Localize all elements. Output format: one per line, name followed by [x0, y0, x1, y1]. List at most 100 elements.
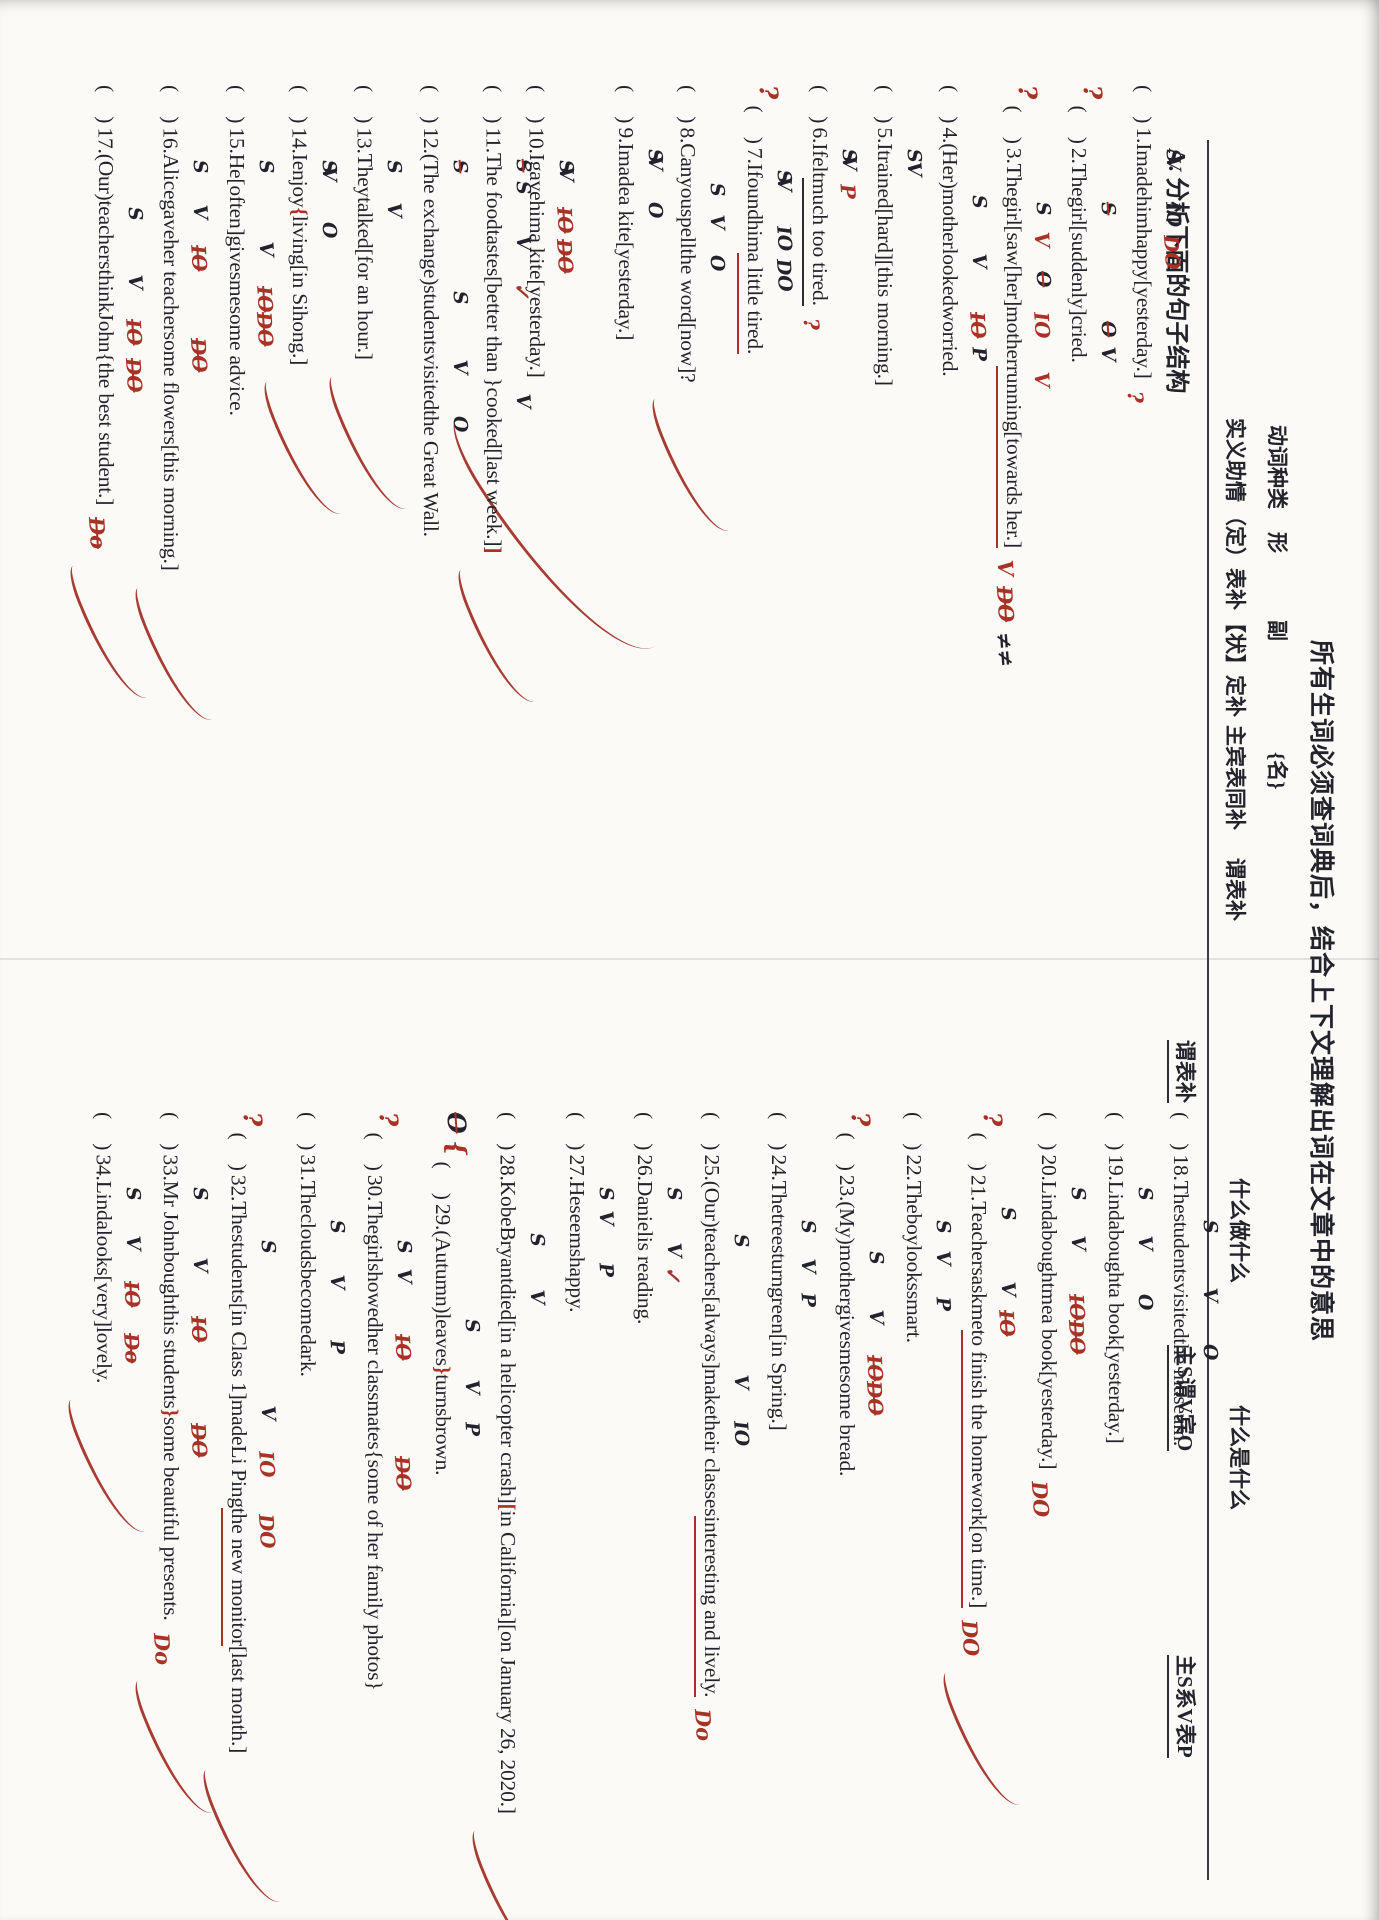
sentence-segment: Linda S — [1037, 1180, 1090, 1230]
sentence-segment: [better than } ✓ — [481, 276, 535, 388]
sentence-segment: [in a helicopter crash] — [495, 1320, 520, 1504]
sentence-segment: The — [1067, 163, 1091, 197]
sentence-segment: [saw V — [1002, 225, 1055, 266]
sentence-segment: [for an hour.] — [352, 248, 377, 360]
handwritten-mark-S: S — [188, 1185, 212, 1201]
item-number: 26. — [633, 1154, 657, 1181]
word-marks: S — [123, 206, 146, 221]
teacher-post-marks: V DO ≠≠ — [992, 559, 1019, 668]
sentence-segment: [suddenly] — [1067, 225, 1091, 316]
handwritten-mark-V: V — [1066, 1235, 1090, 1252]
answer-blank: ( ) — [495, 1112, 520, 1153]
word-marks: IO — [1029, 311, 1055, 339]
handwritten-mark-S: S — [967, 193, 991, 209]
word-marks: S — [705, 182, 728, 197]
handwritten-mark-?: ? — [753, 84, 784, 101]
handwritten-mark-S: S — [325, 1218, 349, 1234]
word-marks: S — [996, 1206, 1019, 1221]
word-marks: IO — [862, 1354, 888, 1382]
answer-blank: ( ) — [93, 85, 118, 126]
sentence-segment: [in Sihong.] — [287, 264, 312, 366]
word-marks: S — [449, 159, 472, 174]
handwritten-mark-✓: ✓ — [509, 281, 535, 300]
item-number: 12. — [419, 127, 443, 154]
handwritten-mark-P: P — [594, 1262, 618, 1278]
word-marks: S — [730, 1233, 753, 1248]
word-marks: V — [1162, 155, 1185, 171]
sentence-segment: The — [767, 1180, 791, 1214]
answer-blank: ( ) — [633, 1112, 657, 1153]
answer-blank: ( ) — [902, 1112, 926, 1153]
sentence-segment: the new monitor DO — [220, 1507, 280, 1646]
sentence-segment: in California][on January 26, 2020.] — [495, 1510, 520, 1814]
sentence-segment: boy S — [902, 1213, 955, 1246]
legend-term: 什么做什么 — [1227, 1178, 1251, 1283]
sentence-segment: died V — [495, 1283, 549, 1321]
handwritten-mark-V: V — [121, 1235, 145, 1252]
word-marks: S — [461, 1319, 484, 1334]
item-number: 15. — [225, 127, 249, 154]
handwritten-mark-V: V — [525, 1289, 549, 1306]
sentence-segment: the Great Wall. O — [419, 410, 472, 537]
word-marks: IO — [119, 1281, 145, 1309]
sentence-segment: He S — [225, 153, 278, 179]
sentence-segment: teachers S — [93, 200, 147, 270]
answer-blank: ( ) — [1067, 105, 1091, 146]
sentence-segment: The — [226, 1201, 251, 1235]
item-number: 10. — [524, 127, 549, 154]
word-marks: S — [797, 1219, 820, 1234]
handwritten-mark-S: S — [1066, 1185, 1090, 1201]
item-number: 24. — [767, 1154, 791, 1181]
word-marks: V — [188, 205, 211, 221]
sentence-segment: make V — [700, 1368, 753, 1415]
handwritten-mark-IO: IO — [185, 244, 212, 273]
sentence-segment: bought V — [1037, 1229, 1090, 1289]
word-marks: S — [1199, 1219, 1222, 1234]
sentence-segment: mother IO — [1002, 306, 1055, 366]
word-marks: S — [393, 1239, 416, 1254]
sentence-segment: teachers S — [700, 1227, 753, 1297]
sentence-segment: made V — [1132, 150, 1185, 196]
item-number: 21. — [966, 1174, 991, 1202]
handwritten-mark-S: S — [121, 1185, 145, 1201]
answer-blank: ( ) — [226, 1132, 251, 1173]
word-marks: V — [903, 161, 926, 177]
fold-crease — [0, 958, 1379, 960]
word-marks: O — [448, 415, 471, 433]
sentence-segment: clouds S — [296, 1213, 349, 1269]
check-swoosh — [466, 1819, 559, 1920]
handwritten-mark-V: V — [511, 392, 535, 409]
item-number: 27. — [565, 1154, 589, 1181]
handwritten-mark-V: V — [662, 1242, 686, 1259]
sentence-segment: I S — [1132, 143, 1185, 164]
sentence-segment: think V — [93, 269, 147, 313]
handwritten-mark-DO: DO — [185, 336, 212, 373]
handwritten-mark-V: V — [1029, 370, 1055, 388]
handwritten-mark-V: V — [796, 1258, 820, 1275]
sentence-segment: They S — [352, 153, 406, 198]
word-marks: V — [393, 1268, 416, 1284]
item-number: 22. — [902, 1154, 926, 1181]
word-marks: S — [448, 290, 472, 306]
check-swoosh — [129, 576, 222, 730]
handwritten-mark-V: V — [317, 165, 341, 182]
sentence-segment: happy DO — [1132, 228, 1186, 281]
sentence-segment: green P — [767, 1287, 820, 1334]
answer-blank: ( ) — [966, 1132, 991, 1173]
handwritten-mark-S: S — [448, 290, 472, 306]
sentence-segment: showed V — [363, 1263, 416, 1328]
sentence-segment: her classmates IO — [363, 1327, 416, 1450]
sentence-segment: [hard][this morning.] — [873, 208, 897, 386]
answer-blank: ( ) — [1169, 1112, 1193, 1153]
handwritten-mark-Do: Do — [689, 1708, 718, 1742]
item-number: 6. — [808, 127, 832, 144]
handwritten-mark-DO: DO — [551, 238, 578, 275]
word-marks: V — [865, 1309, 888, 1325]
sentence-segment: talked V — [352, 197, 406, 249]
handwritten-mark-O: O — [317, 220, 341, 239]
sentence-segment: girl S — [1067, 196, 1120, 226]
word-marks: V — [1029, 370, 1055, 388]
